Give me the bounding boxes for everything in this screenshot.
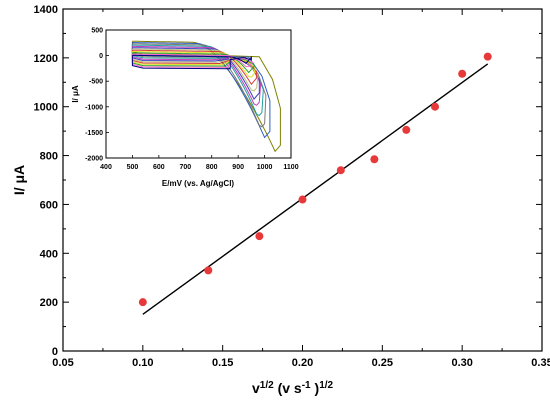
inset-x-tick-label: 1000 (257, 164, 273, 171)
data-point (458, 69, 467, 78)
inset-cv-curve (131, 54, 252, 70)
inset-x-tick-label: 400 (100, 164, 112, 171)
inset-y-tick-label: -500 (89, 79, 103, 86)
inset-cv-curve (131, 47, 260, 101)
inset-cv-curve (131, 48, 259, 92)
inset-x-tick-label: 900 (232, 164, 244, 171)
data-point (370, 155, 379, 164)
main-x-axis-title: v1/2 (v s-1 )1/2 (252, 380, 334, 396)
y-tick-label: 400 (40, 248, 58, 260)
inset-y-tick-label: -1500 (85, 130, 103, 137)
data-points-group (138, 52, 492, 307)
data-point (255, 232, 264, 241)
x-tick-label: 0.05 (52, 357, 73, 369)
x-tick-label: 0.20 (292, 357, 313, 369)
y-tick-label: 600 (40, 199, 58, 211)
data-point (298, 195, 307, 204)
inset-x-ticks: 400 500 600 700 800 900 1000 1100 (100, 155, 299, 171)
y-tick-label: 1200 (34, 53, 58, 65)
y-tick-label: 800 (40, 151, 58, 163)
inset-x-tick-label: 600 (153, 164, 165, 171)
data-point (483, 52, 492, 61)
inset-cv-curve (131, 49, 258, 86)
inset-cv-curve (131, 45, 262, 106)
x-title-sup3: 1/2 (319, 380, 333, 391)
inset-y-tick-label: 500 (91, 28, 103, 35)
x-title-end: ) (311, 380, 320, 396)
x-title-sup2: -1 (302, 380, 311, 391)
main-y-ticks: 0 200 400 600 800 1000 1200 1400 (34, 4, 542, 358)
x-tick-label: 0.25 (372, 357, 393, 369)
main-x-ticks: 0.05 0.10 0.15 0.20 0.25 0.30 0.35 (52, 9, 550, 369)
inset-x-axis-title: E/mV (vs. Ag/AgCl) (162, 179, 234, 188)
x-title-v: v (252, 380, 260, 396)
inset-y-tick-label: -1000 (85, 104, 103, 111)
inset-cv-curve (131, 53, 254, 68)
x-tick-label: 0.30 (451, 357, 472, 369)
fit-line-group (142, 63, 489, 315)
inset-chart: 400 500 600 700 800 900 1000 1100 -2000 -1500 -10… (71, 22, 299, 192)
data-point (402, 125, 411, 134)
inset-x-tick-label: 500 (127, 164, 139, 171)
data-point (204, 266, 213, 275)
main-y-axis-title: I/ μA (11, 165, 27, 195)
inset-cv-curve (131, 52, 255, 74)
x-tick-label: 0.10 (132, 357, 153, 369)
inset-y-tick-label: -2000 (85, 156, 103, 163)
main-chart: 0.05 0.10 0.15 0.20 0.25 0.30 0.35 0 200 400 600 8… (11, 4, 550, 396)
y-tick-label: 1400 (34, 4, 58, 16)
x-tick-label: 0.35 (531, 357, 550, 369)
inset-cv-curve (131, 51, 256, 78)
inset-cv-curve (131, 44, 264, 117)
inset-y-axis-title: I/ μA (71, 85, 80, 103)
x-tick-label: 0.15 (212, 357, 233, 369)
data-point (431, 102, 440, 111)
inset-y-ticks: -2000 -1500 -1000 -500 0 500 (85, 28, 109, 163)
x-title-sup1: 1/2 (260, 380, 274, 391)
y-tick-label: 1000 (34, 102, 58, 114)
y-tick-label: 0 (52, 346, 58, 358)
fit-line (142, 63, 489, 315)
data-point (138, 298, 147, 307)
inset-x-tick-label: 1100 (283, 164, 298, 171)
y-tick-label: 200 (40, 297, 58, 309)
inset-cv-curves (131, 40, 281, 153)
x-title-mid: (v s (274, 380, 302, 396)
inset-y-tick-label: 0 (99, 53, 103, 60)
data-point (336, 166, 345, 175)
inset-x-tick-label: 800 (206, 164, 218, 171)
inset-x-tick-label: 700 (179, 164, 191, 171)
